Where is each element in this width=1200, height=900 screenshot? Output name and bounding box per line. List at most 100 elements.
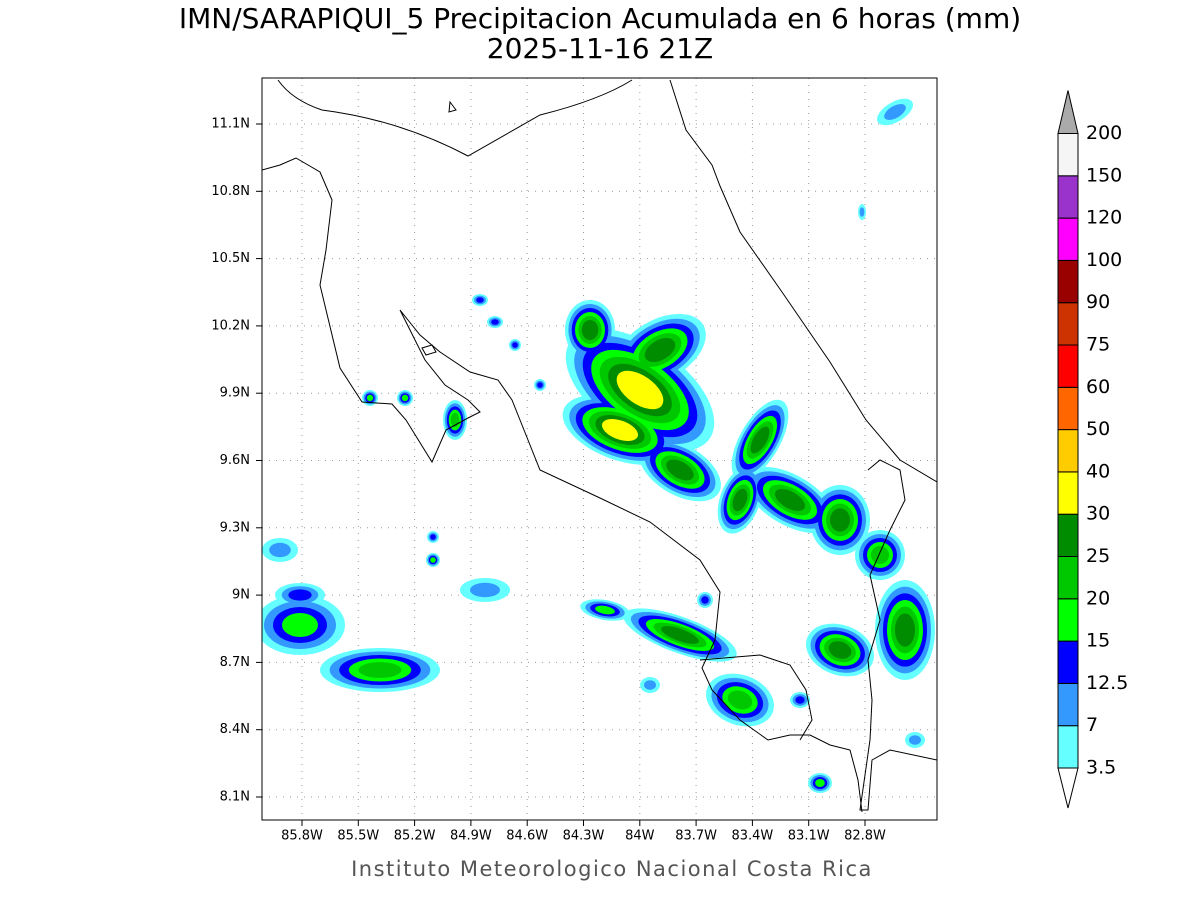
precip-area — [401, 394, 409, 402]
colorbar-label: 150 — [1086, 164, 1122, 186]
colorbar-segment — [1057, 471, 1079, 515]
precip-area — [750, 426, 770, 454]
precip-area — [884, 104, 906, 120]
colorbar-label: 3.5 — [1086, 757, 1116, 779]
precip-area — [661, 626, 699, 644]
colorbar-segment — [1057, 640, 1079, 684]
colorbar-segment — [1057, 725, 1079, 769]
lat-label: 9.6N — [220, 453, 250, 468]
precip-area — [537, 382, 543, 388]
colorbar-label: 25 — [1086, 545, 1110, 567]
colorbar-label: 200 — [1086, 122, 1122, 144]
coast-pacific — [262, 157, 863, 813]
precip-area — [859, 207, 865, 217]
lon-label: 83.7W — [675, 829, 717, 844]
precip-area — [701, 596, 709, 604]
colorbar-label: 12.5 — [1086, 672, 1128, 694]
map-frame — [261, 77, 938, 821]
precip-area — [727, 690, 753, 710]
precip-area — [581, 320, 599, 340]
colorbar-high — [1057, 90, 1079, 134]
precip-area — [616, 370, 664, 410]
lat-label: 9.9N — [220, 386, 250, 401]
lon-label: 85.8W — [281, 829, 323, 844]
lon-label: 83.1W — [788, 829, 830, 844]
precip-area — [871, 546, 889, 564]
precip-area — [815, 779, 825, 787]
precip-area — [644, 680, 656, 690]
coast-caribbean — [669, 79, 937, 483]
precip-area — [470, 582, 500, 598]
precip-area — [830, 508, 850, 532]
lat-label: 9.3N — [220, 520, 250, 535]
lat-label: 10.5N — [211, 251, 250, 266]
colorbar-segment — [1057, 302, 1079, 346]
colorbar-label: 7 — [1086, 714, 1098, 736]
lat-label: 8.7N — [220, 655, 250, 670]
colorbar: 3.5 7 12.5 15 20 25 30 40 50 60 75 90 100 120 150 200 — [1057, 90, 1128, 809]
lat-label: 11.1N — [211, 117, 250, 132]
subtitle: 2025-11-16 21Z — [487, 32, 713, 65]
colorbar-segment — [1057, 217, 1079, 261]
colorbar-label: 75 — [1086, 334, 1110, 356]
colorbar-label: 15 — [1086, 630, 1110, 652]
precip-area — [795, 696, 805, 704]
lon-label: 82.8W — [844, 829, 886, 844]
colorbar-segment — [1057, 133, 1079, 177]
lon-label: 83.4W — [731, 829, 773, 844]
precip-area — [895, 613, 915, 647]
colorbar-segment — [1057, 513, 1079, 558]
precip-area — [732, 488, 748, 512]
lat-label: 8.4N — [220, 722, 250, 737]
lon-label: 84W — [625, 829, 655, 844]
lat-label: 10.8N — [211, 184, 250, 199]
colorbar-label: 100 — [1086, 249, 1122, 271]
precip-area — [269, 542, 291, 558]
lat-label: 10.2N — [211, 318, 250, 333]
precip-area — [512, 342, 518, 348]
lon-label: 84.9W — [450, 829, 492, 844]
colorbar-label: 60 — [1086, 376, 1110, 398]
precip-area — [595, 605, 615, 615]
precip-area — [909, 735, 921, 745]
lat-label: 9N — [232, 588, 250, 603]
precip-area — [358, 662, 402, 678]
colorbar-segment — [1057, 175, 1079, 219]
colorbar-label: 20 — [1086, 587, 1110, 609]
colorbar-segment — [1057, 429, 1079, 473]
colorbar-label: 50 — [1086, 418, 1110, 440]
precip-area — [366, 394, 374, 402]
grid: 11.1N 10.8N 10.5N 10.2N 9.9N 9.6N 9.3N 9N 8.7N 8.… — [211, 78, 937, 844]
colorbar-segment — [1057, 556, 1079, 600]
precip-area — [430, 534, 436, 540]
precip-area — [430, 557, 436, 563]
border — [699, 459, 937, 811]
title: IMN/SARAPIQUI_5 Precipitacion Acumulada … — [179, 2, 1021, 35]
lon-label: 84.6W — [506, 829, 548, 844]
precipitation — [262, 98, 935, 793]
precip-area — [491, 319, 499, 325]
precip-area — [644, 337, 676, 363]
lon-label: 85.5W — [337, 829, 379, 844]
colorbar-segment — [1057, 598, 1079, 642]
colorbar-label: 120 — [1086, 207, 1122, 229]
islands — [421, 100, 457, 356]
precip-area — [774, 488, 806, 512]
precip-area — [476, 297, 484, 303]
precip-area — [288, 589, 312, 601]
colorbar-low — [1057, 767, 1079, 809]
coastlines — [262, 79, 937, 813]
lon-label: 85.2W — [394, 829, 436, 844]
precip-area — [601, 419, 639, 441]
colorbar-label: 40 — [1086, 460, 1110, 482]
colorbar-label: 30 — [1086, 503, 1110, 525]
precip-area — [828, 641, 852, 659]
colorbar-segment — [1057, 386, 1079, 431]
lon-label: 84.3W — [563, 829, 605, 844]
colorbar-segment — [1057, 682, 1079, 727]
colorbar-segment — [1057, 259, 1079, 304]
colorbar-segment — [1057, 344, 1079, 388]
precip-area — [282, 613, 318, 637]
